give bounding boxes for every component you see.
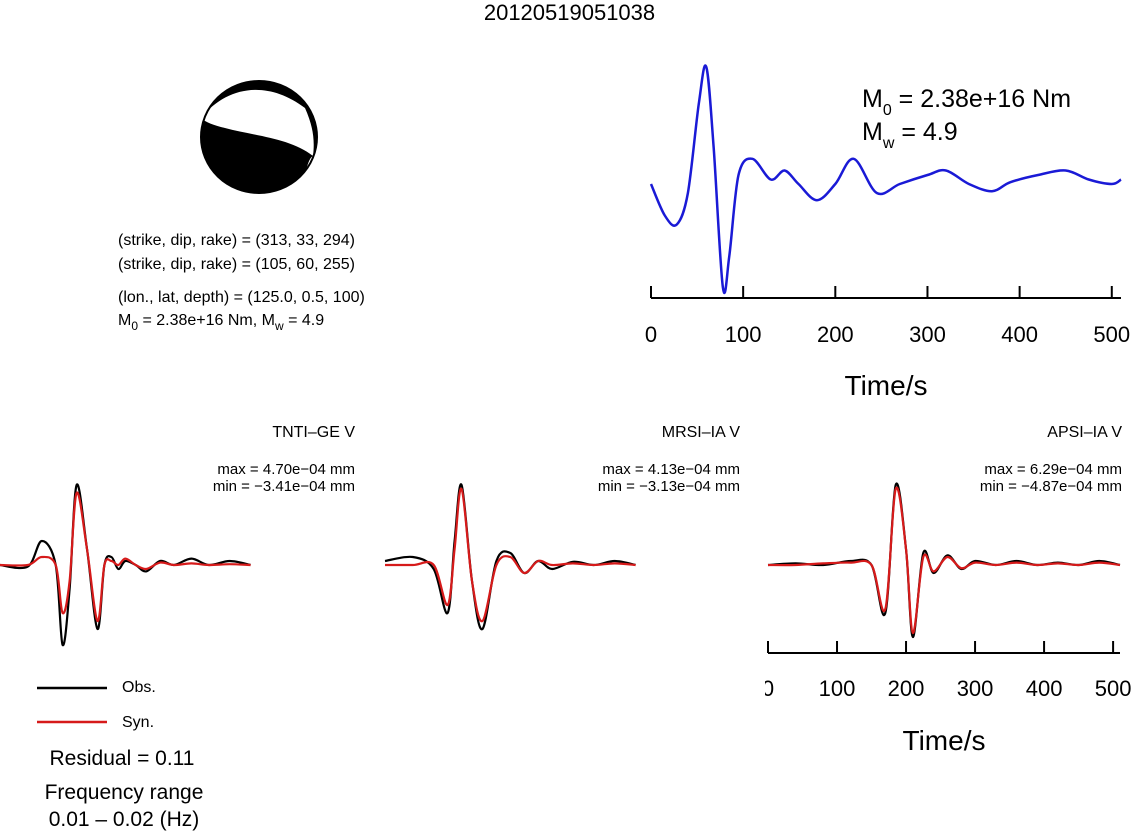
- waveform-x-axis-title: Time/s: [903, 725, 986, 756]
- frequency-value: 0.01 – 0.02 (Hz): [48, 808, 200, 831]
- stf-mw-subscript: w: [882, 135, 895, 152]
- stf-line: [649, 64, 1122, 295]
- station-max-mrsi: max = 4.13e−04 mm: [602, 461, 740, 478]
- station-name-apsi: APSI–IA V: [1047, 424, 1122, 441]
- station-min-apsi: min = −4.87e−04 mm: [979, 478, 1122, 495]
- stf-tick-label: 400: [1001, 322, 1038, 347]
- beachball-icon: [200, 80, 318, 194]
- waveform-syn-line: [767, 486, 1121, 635]
- waveform-tick-label: 200: [888, 676, 925, 701]
- stf-x-axis-title: Time/s: [845, 370, 928, 401]
- station-name-tnti: TNTI–GE V: [272, 424, 355, 441]
- waveform-apsi: 0 100 200 300 400 500 Time/s: [765, 482, 1132, 756]
- event-location: (lon., lat, depth) = (125.0, 0.5, 100): [118, 289, 365, 306]
- residual-text: Residual = 0.11: [49, 747, 195, 770]
- stf-mw-label: Mw = 4.9: [862, 118, 958, 152]
- waveform-tick-label: 0: [765, 676, 774, 701]
- m0-symbol: M: [118, 312, 132, 329]
- stf-m0-symbol: M: [862, 85, 883, 113]
- station-max-tnti: max = 4.70e−04 mm: [217, 461, 355, 478]
- legend-obs-label: Obs.: [122, 679, 156, 696]
- m0-subscript: 0: [131, 319, 139, 333]
- moment-summary: M0 = 2.38e+16 Nm, Mw = 4.9: [118, 312, 325, 333]
- waveform-syn-line: [384, 487, 636, 623]
- waveform-obs-line: [0, 483, 251, 647]
- waveform-mrsi: [384, 483, 636, 631]
- m0-value: = 2.38e+16 Nm, M: [138, 312, 275, 329]
- waveform-tick-label: 500: [1095, 676, 1132, 701]
- station-max-apsi: max = 6.29e−04 mm: [984, 461, 1122, 478]
- stf-tick-label: 200: [817, 322, 854, 347]
- nodal-plane-2: (strike, dip, rake) = (105, 60, 255): [118, 256, 355, 273]
- stf-tick-label: 300: [909, 322, 946, 347]
- station-name-mrsi: MRSI–IA V: [661, 424, 740, 441]
- waveform-tick-label: 300: [957, 676, 994, 701]
- stf-mw-symbol: M: [862, 118, 883, 146]
- frequency-label: Frequency range: [44, 781, 204, 804]
- stf-m0-label: M0 = 2.38e+16 Nm: [862, 85, 1072, 119]
- stf-chart: 0 100 200 300 400 500 Time/s: [645, 64, 1130, 401]
- station-min-mrsi: min = −3.13e−04 mm: [597, 478, 740, 495]
- nodal-plane-1: (strike, dip, rake) = (313, 33, 294): [118, 232, 355, 249]
- stf-m0-subscript: 0: [882, 102, 892, 119]
- mw-value: = 4.9: [283, 312, 325, 329]
- stf-mw-value: = 4.9: [894, 118, 958, 146]
- mw-subscript: w: [274, 319, 284, 333]
- stf-tick-label: 0: [645, 322, 657, 347]
- station-min-tnti: min = −3.41e−04 mm: [212, 478, 355, 495]
- waveform-tnti: [0, 483, 251, 647]
- legend-lines: [37, 686, 107, 724]
- legend-syn-label: Syn.: [122, 714, 155, 731]
- waveform-tick-label: 100: [819, 676, 856, 701]
- stf-m0-value: = 2.38e+16 Nm: [891, 85, 1072, 113]
- figure-title: 20120519051038: [483, 0, 656, 25]
- waveform-syn-line: [0, 491, 251, 623]
- waveform-tick-label: 400: [1026, 676, 1063, 701]
- stf-tick-label: 500: [1093, 322, 1130, 347]
- stf-tick-label: 100: [725, 322, 762, 347]
